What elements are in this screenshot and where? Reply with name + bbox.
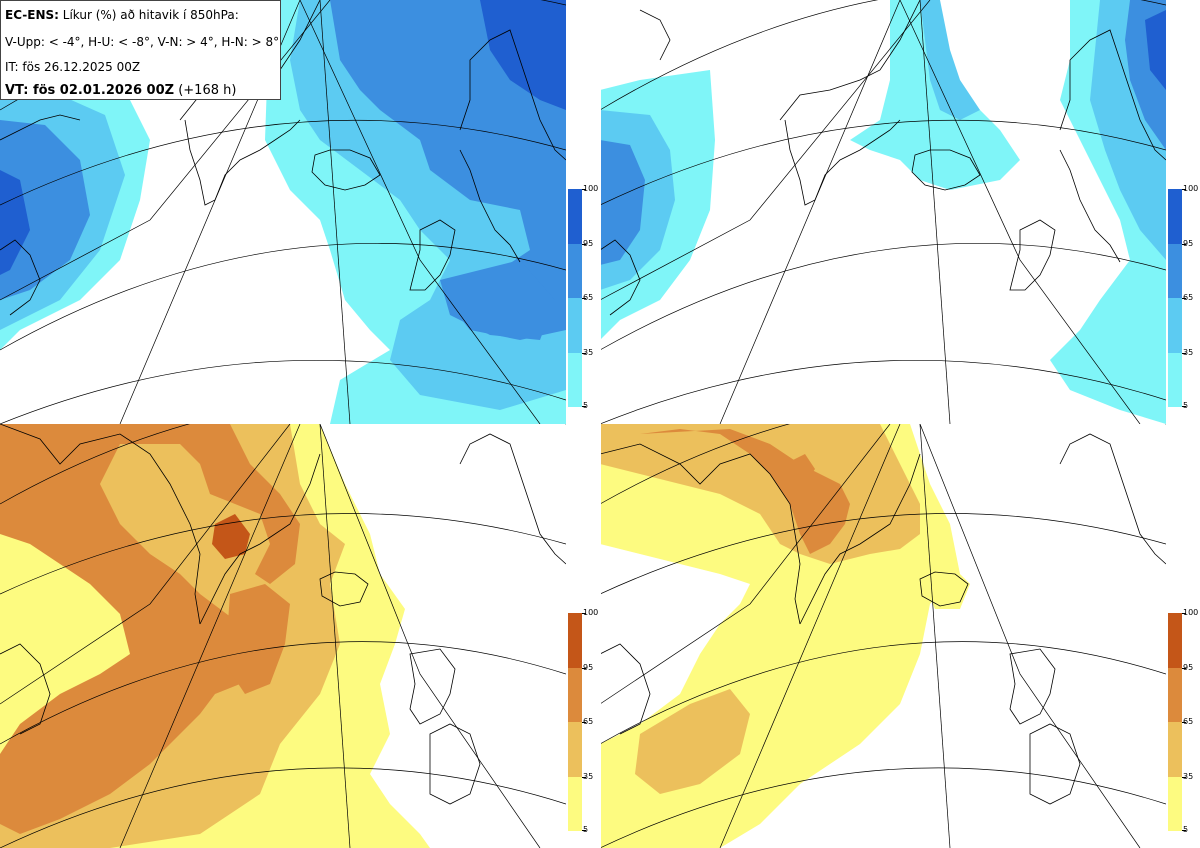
warm-8-panel: [600, 424, 1166, 848]
legend-label: 95: [583, 663, 594, 672]
legend-cold-8: 100 95 65 35 5: [1168, 185, 1198, 410]
probability-map-cold-4: [0, 0, 566, 424]
coastlines: [600, 0, 1166, 316]
legend-label: 35: [583, 772, 594, 781]
probability-map-warm-4: [0, 424, 566, 848]
legend-cold-4: 100 95 65 35 5: [568, 185, 598, 410]
legend-label: 65: [583, 293, 594, 302]
graticule: [600, 424, 1166, 848]
probability-fill: [0, 424, 430, 848]
legend-segment: [1168, 777, 1182, 831]
legend-segment: [1168, 244, 1182, 298]
product-name: EC-ENS:: [5, 8, 59, 22]
probability-fill: [600, 0, 1166, 424]
legend-label: 95: [583, 239, 594, 248]
legend-label: 5: [583, 401, 589, 410]
lead-time: (+168 h): [174, 83, 237, 98]
legend-label: 5: [1183, 825, 1189, 834]
forecast-info-box: EC-ENS: Líkur (%) að hitavik í 850hPa: V…: [0, 0, 281, 100]
legend-label: 35: [1183, 772, 1194, 781]
graticule: [600, 0, 1166, 424]
valid-time: VT: fös 02.01.2026 00Z: [5, 83, 175, 98]
legend-label: 65: [1183, 293, 1194, 302]
legend-label: 65: [583, 717, 594, 726]
legend-label: 5: [1183, 401, 1189, 410]
info-line-1: EC-ENS: Líkur (%) að hitavik í 850hPa:: [5, 8, 239, 22]
legend-label: 95: [1183, 239, 1194, 248]
legend-label: 100: [1183, 608, 1199, 617]
graticule: [0, 424, 566, 848]
legend-segment: [1168, 613, 1182, 668]
legend-label: 35: [1183, 348, 1194, 357]
threshold-line: V-Upp: < -4°, H-U: < -8°, V-N: > 4°, H-N…: [5, 35, 280, 49]
probability-fill: [0, 0, 566, 424]
legend-segment: [1168, 722, 1182, 777]
legend-segment: [568, 189, 582, 244]
legend-segment: [568, 722, 582, 777]
legend-label: 95: [1183, 663, 1194, 672]
legend-warm-8: 100 95 65 35 5: [1168, 609, 1198, 834]
panel-separator: [599, 0, 601, 848]
legend-label: 5: [583, 825, 589, 834]
legend-segment: [568, 298, 582, 353]
probability-map-cold-8: [600, 0, 1166, 424]
legend-segment: [1168, 668, 1182, 722]
warm-4-panel: [0, 424, 566, 848]
legend-segment: [568, 353, 582, 407]
info-line-4: VT: fös 02.01.2026 00Z (+168 h): [5, 83, 236, 98]
legend-label: 100: [583, 608, 599, 617]
legend-segment: [568, 613, 582, 668]
legend-segment: [1168, 189, 1182, 244]
probability-map-warm-8: [600, 424, 1166, 848]
coastlines: [0, 424, 566, 805]
product-description: Líkur (%) að hitavik í 850hPa:: [58, 8, 239, 22]
legend-label: 35: [583, 348, 594, 357]
legend-label: 100: [1183, 184, 1199, 193]
legend-label: 100: [583, 184, 599, 193]
legend-segment: [1168, 298, 1182, 353]
legend-segment: [568, 668, 582, 722]
cold-8-panel: [600, 0, 1166, 424]
legend-segment: [568, 244, 582, 298]
initial-time: IT: fös 26.12.2025 00Z: [5, 60, 141, 74]
probability-fill: [600, 424, 970, 848]
legend-segment: [1168, 353, 1182, 407]
cold-4-panel: [0, 0, 566, 424]
legend-warm-4: 100 95 65 35 5: [568, 609, 598, 834]
legend-segment: [568, 777, 582, 831]
legend-label: 65: [1183, 717, 1194, 726]
coastlines: [0, 0, 566, 316]
coastlines: [600, 433, 1166, 805]
